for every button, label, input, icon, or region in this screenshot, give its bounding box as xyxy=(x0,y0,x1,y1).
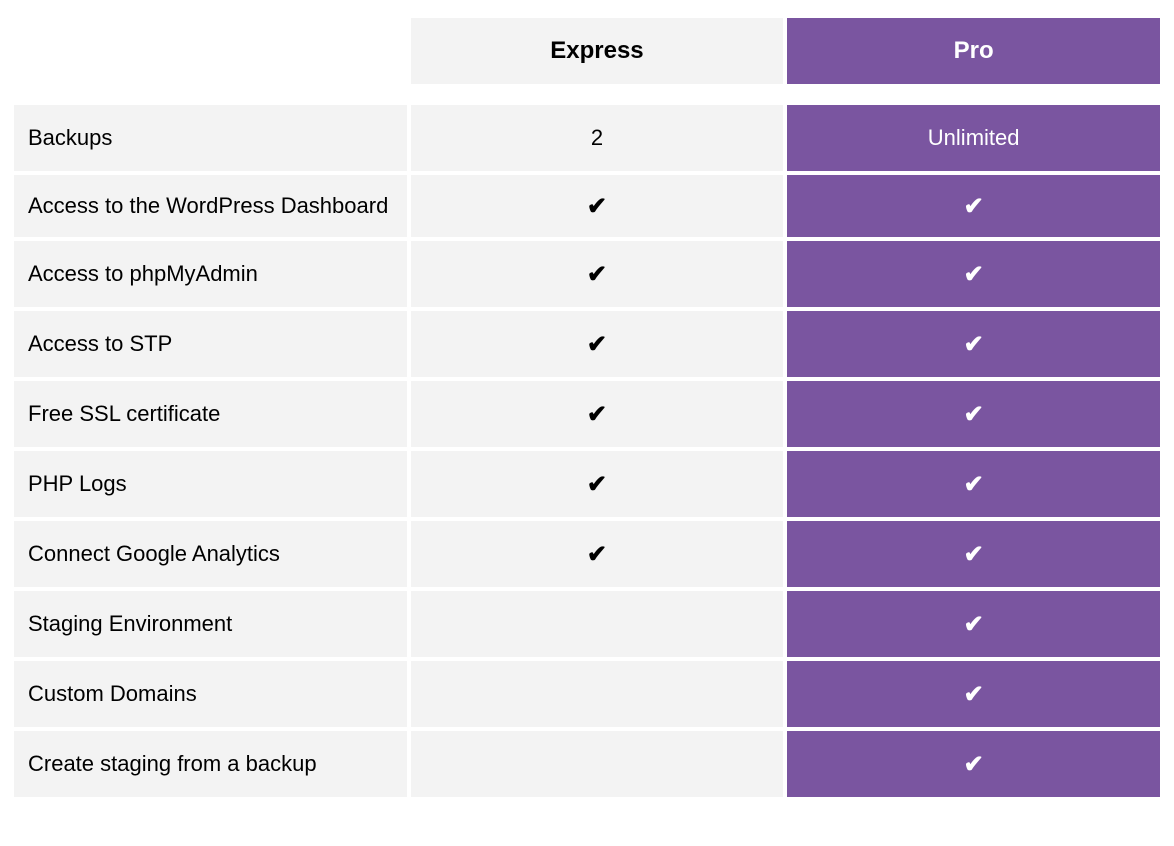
check-icon: ✔ xyxy=(964,400,984,429)
check-icon: ✔ xyxy=(964,330,984,359)
feature-cell: Connect Google Analytics xyxy=(14,521,407,587)
feature-cell: Access to STP xyxy=(14,311,407,377)
check-icon: ✔ xyxy=(587,400,607,429)
table-row: Access to phpMyAdmin ✔ ✔ xyxy=(14,241,1160,307)
check-icon: ✔ xyxy=(964,750,984,779)
express-cell: ✔ xyxy=(411,381,784,447)
table-row: Access to the WordPress Dashboard ✔ ✔ xyxy=(14,175,1160,237)
check-icon: ✔ xyxy=(964,680,984,709)
table-header-row: Express Pro xyxy=(14,18,1160,84)
table-row: Backups2Unlimited xyxy=(14,105,1160,171)
check-icon: ✔ xyxy=(964,260,984,289)
feature-cell: Staging Environment xyxy=(14,591,407,657)
pro-cell: ✔ xyxy=(787,175,1160,237)
comparison-table: Express Pro Backups2UnlimitedAccess to t… xyxy=(10,14,1164,801)
express-cell: ✔ xyxy=(411,451,784,517)
express-cell xyxy=(411,731,784,797)
check-icon: ✔ xyxy=(964,192,984,221)
express-cell xyxy=(411,591,784,657)
check-icon: ✔ xyxy=(964,540,984,569)
table-body: Backups2UnlimitedAccess to the WordPress… xyxy=(14,105,1160,797)
table-row: Staging Environment ✔ xyxy=(14,591,1160,657)
pro-cell: Unlimited xyxy=(787,105,1160,171)
feature-cell: Access to phpMyAdmin xyxy=(14,241,407,307)
feature-cell: Custom Domains xyxy=(14,661,407,727)
check-icon: ✔ xyxy=(587,192,607,221)
check-icon: ✔ xyxy=(587,330,607,359)
check-icon: ✔ xyxy=(964,610,984,639)
express-cell: ✔ xyxy=(411,521,784,587)
table-row: PHP Logs ✔ ✔ xyxy=(14,451,1160,517)
header-gap-row xyxy=(14,88,1160,101)
check-icon: ✔ xyxy=(587,260,607,289)
check-icon: ✔ xyxy=(964,470,984,499)
check-icon: ✔ xyxy=(587,470,607,499)
comparison-table-container: Express Pro Backups2UnlimitedAccess to t… xyxy=(0,0,1174,821)
feature-cell: Access to the WordPress Dashboard xyxy=(14,175,407,237)
check-icon: ✔ xyxy=(587,540,607,569)
feature-cell: Create staging from a backup xyxy=(14,731,407,797)
table-row: Create staging from a backup ✔ xyxy=(14,731,1160,797)
header-feature-empty xyxy=(14,18,407,84)
table-row: Custom Domains ✔ xyxy=(14,661,1160,727)
pro-cell: ✔ xyxy=(787,521,1160,587)
pro-cell: ✔ xyxy=(787,731,1160,797)
express-cell: ✔ xyxy=(411,241,784,307)
pro-cell: ✔ xyxy=(787,451,1160,517)
table-row: Free SSL certificate ✔ ✔ xyxy=(14,381,1160,447)
table-row: Access to STP ✔ ✔ xyxy=(14,311,1160,377)
feature-cell: Free SSL certificate xyxy=(14,381,407,447)
pro-cell: ✔ xyxy=(787,381,1160,447)
pro-cell: ✔ xyxy=(787,241,1160,307)
feature-cell: Backups xyxy=(14,105,407,171)
express-cell: ✔ xyxy=(411,311,784,377)
table-row: Connect Google Analytics ✔ ✔ xyxy=(14,521,1160,587)
express-cell: ✔ xyxy=(411,175,784,237)
pro-cell: ✔ xyxy=(787,311,1160,377)
header-express: Express xyxy=(411,18,784,84)
express-cell: 2 xyxy=(411,105,784,171)
express-cell xyxy=(411,661,784,727)
feature-cell: PHP Logs xyxy=(14,451,407,517)
pro-cell: ✔ xyxy=(787,591,1160,657)
pro-cell: ✔ xyxy=(787,661,1160,727)
header-pro: Pro xyxy=(787,18,1160,84)
